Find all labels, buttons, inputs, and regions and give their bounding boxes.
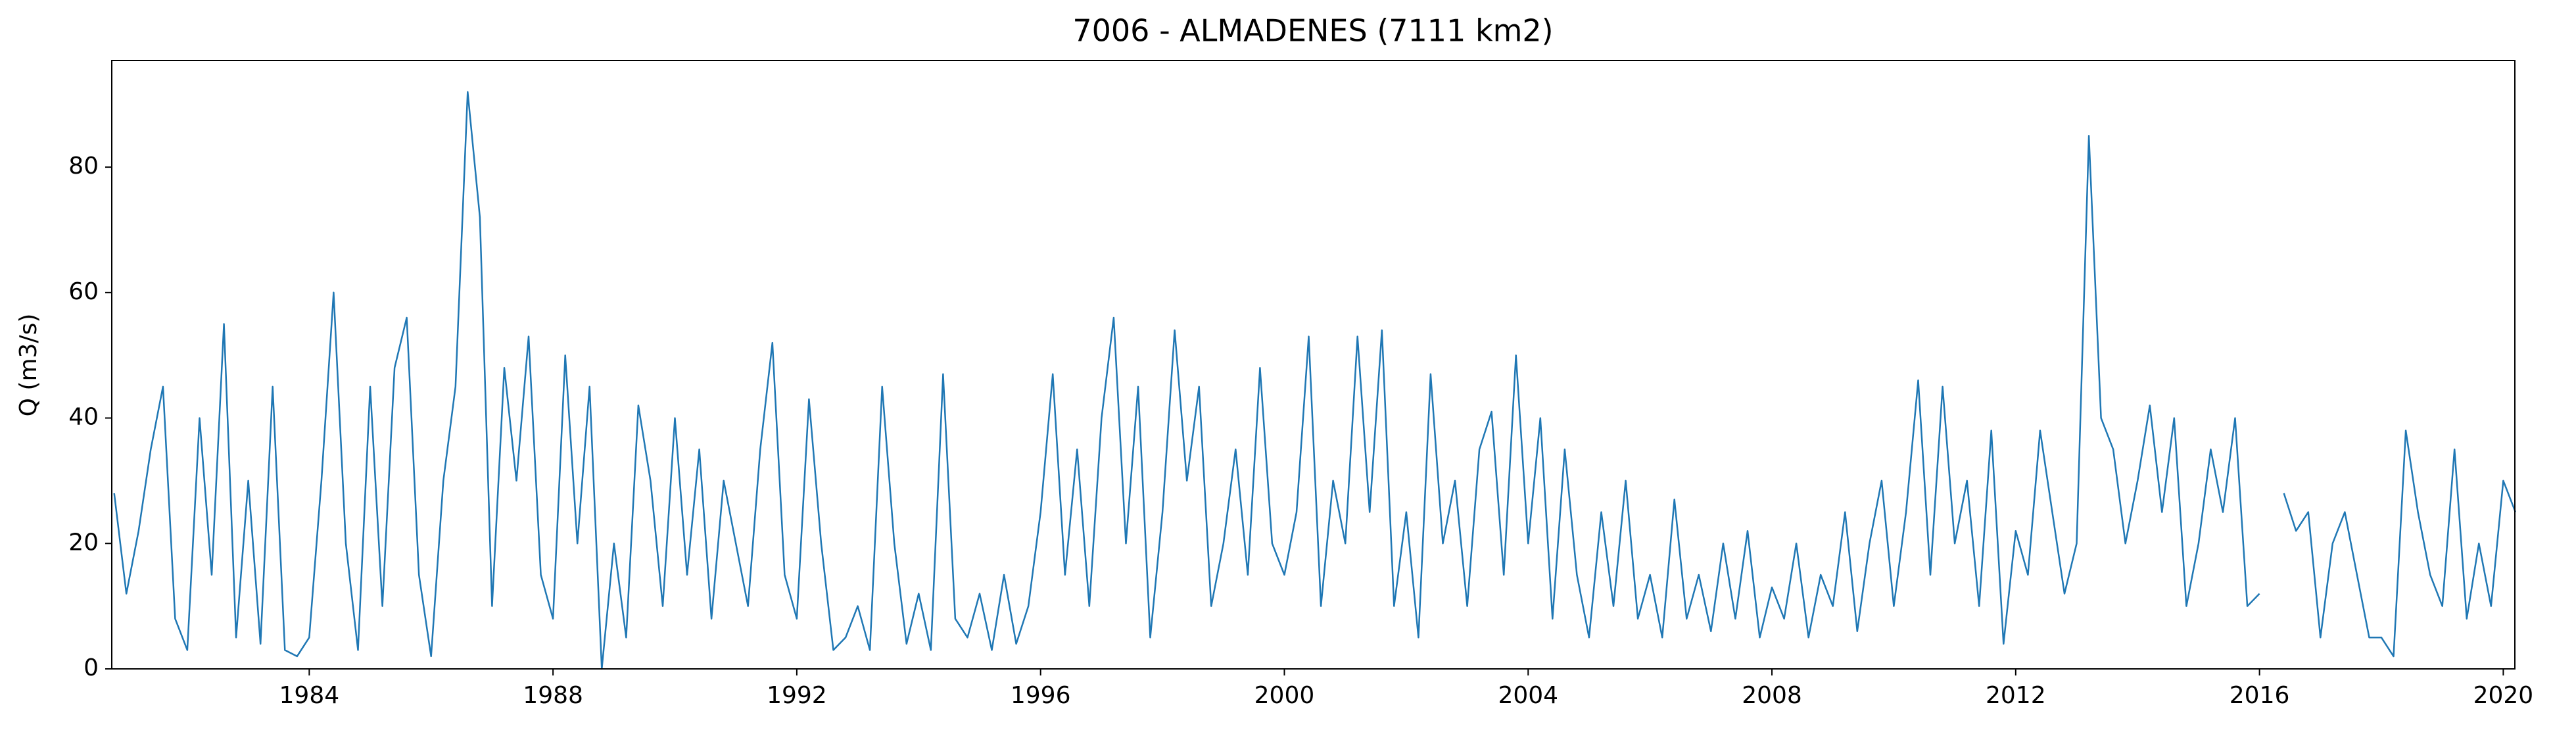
x-tick-label: 2004 xyxy=(1498,682,1558,709)
data-line xyxy=(113,91,2517,670)
y-tick-label: 60 xyxy=(68,278,99,305)
x-tick-label: 2008 xyxy=(1742,682,1802,709)
x-tick-label: 1984 xyxy=(279,682,340,709)
y-tick-label: 20 xyxy=(68,529,99,556)
x-tick-label: 2020 xyxy=(2473,682,2534,709)
x-tick-label: 1996 xyxy=(1011,682,1071,709)
chart-title: 7006 - ALMADENES (7111 km2) xyxy=(1072,13,1553,49)
y-tick-label: 80 xyxy=(68,153,99,180)
plot-frame xyxy=(111,60,2516,670)
x-tick-label: 2016 xyxy=(2230,682,2290,709)
y-tick-label: 0 xyxy=(83,654,99,681)
x-tick-label: 1992 xyxy=(767,682,827,709)
y-axis-label: Q (m3/s) xyxy=(15,314,42,417)
x-tick-label: 2012 xyxy=(1986,682,2046,709)
y-tick-label: 40 xyxy=(68,404,99,431)
x-tick-label: 1988 xyxy=(523,682,583,709)
x-tick-label: 2000 xyxy=(1254,682,1315,709)
